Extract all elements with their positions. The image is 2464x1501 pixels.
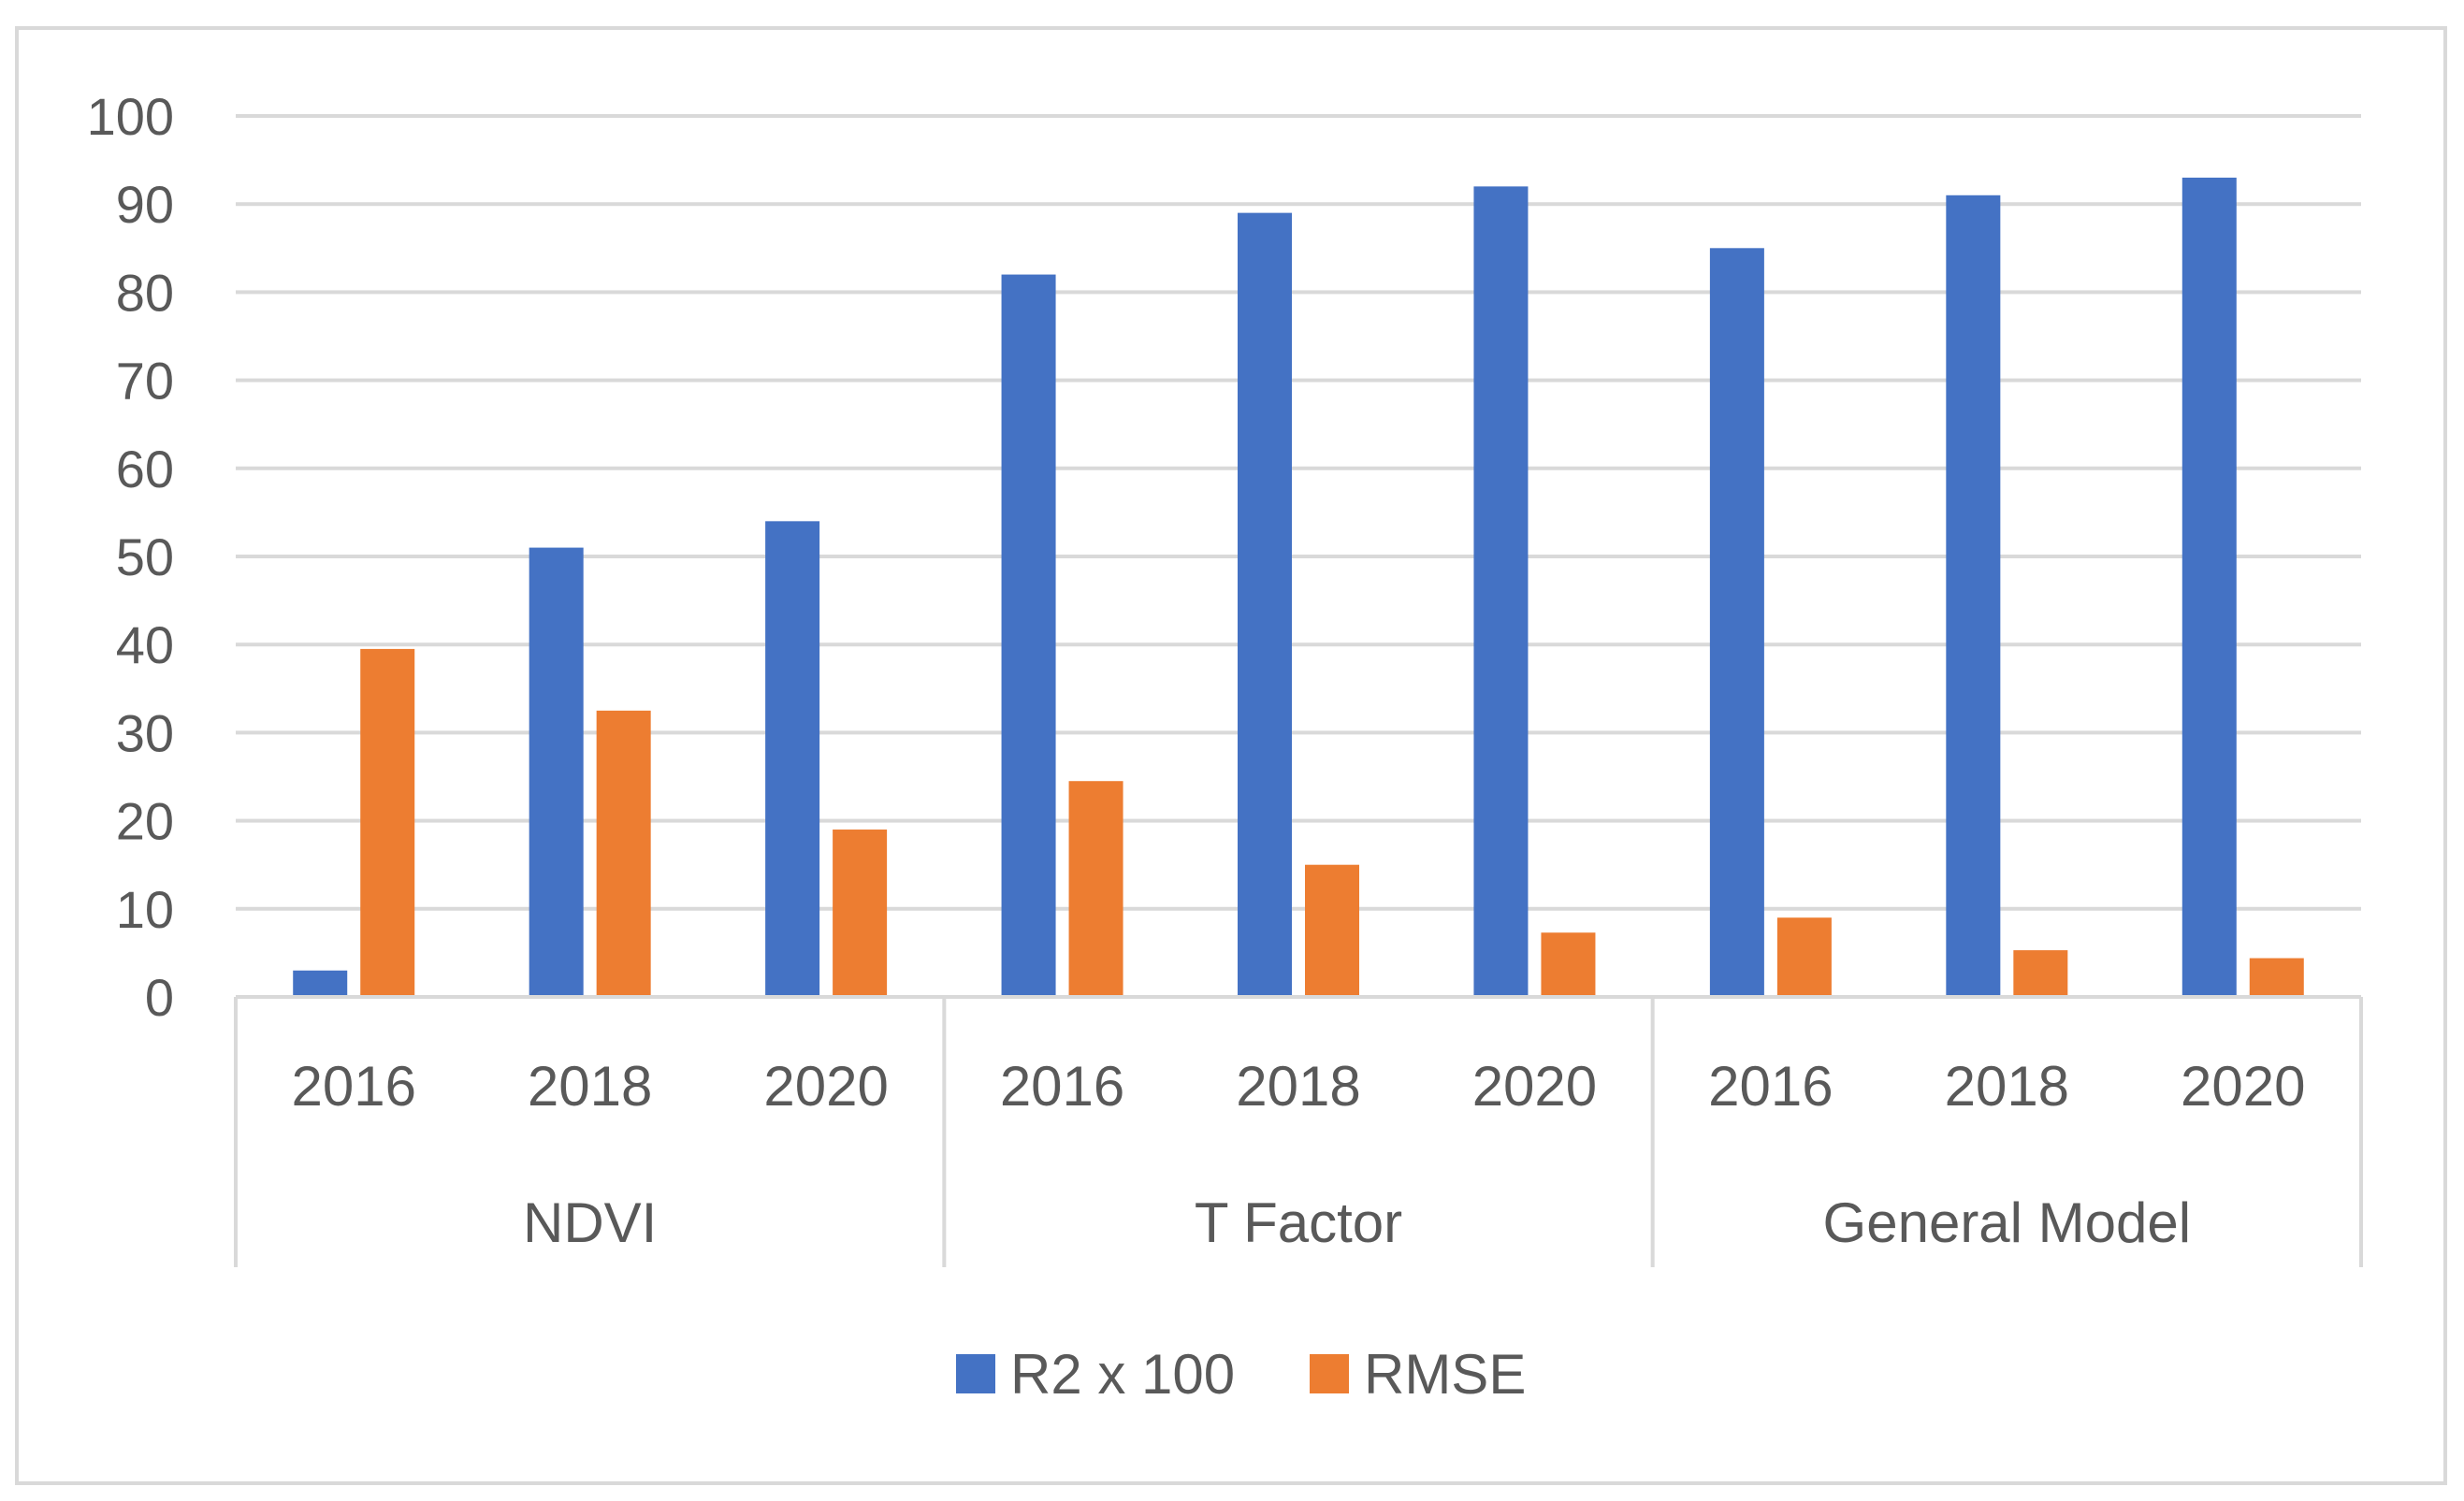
y-tick-label: 40 — [116, 615, 174, 674]
bar-r2-x-100 — [1946, 195, 2001, 997]
x-tick-label: 2016 — [1708, 1055, 1833, 1118]
y-tick-label: 30 — [116, 703, 174, 762]
bars — [293, 177, 2304, 998]
y-tick-label: 0 — [145, 968, 174, 1027]
bar-rmse — [360, 648, 415, 997]
y-tick-label: 20 — [116, 792, 174, 851]
x-group-label: General Model — [1823, 1191, 2192, 1254]
legend-label: R2 x 100 — [1010, 1343, 1235, 1406]
x-group-label: NDVI — [523, 1191, 657, 1254]
y-tick-label: 50 — [116, 527, 174, 586]
y-tick-label: 90 — [116, 175, 174, 234]
axes: 0 10 20 30 40 50 60 70 80 90 100 2016 2018 2020 NDVI 20… — [87, 87, 2363, 1267]
y-tick-label: 10 — [116, 880, 174, 939]
bar-r2-x-100 — [1709, 248, 1764, 997]
gridlines — [236, 114, 2361, 911]
y-tick-label: 70 — [116, 352, 174, 411]
legend-label: RMSE — [1364, 1343, 1526, 1406]
bar-rmse — [2249, 958, 2304, 997]
x-tick-label: 2018 — [528, 1055, 652, 1118]
legend-swatch — [956, 1354, 995, 1393]
bar-rmse — [596, 710, 651, 997]
bar-r2-x-100 — [1238, 212, 1292, 997]
bar-r2-x-100 — [293, 970, 348, 997]
bar-r2-x-100 — [1001, 274, 1056, 997]
y-tick-label: 100 — [87, 87, 174, 146]
legend: R2 x 100 RMSE — [956, 1343, 1526, 1406]
bar-rmse — [1541, 932, 1596, 997]
bar-r2-x-100 — [1473, 186, 1529, 998]
x-tick-label: 2016 — [1000, 1055, 1124, 1118]
bar-r2-x-100 — [529, 547, 584, 997]
bar-r2-x-100 — [2181, 177, 2237, 997]
bar-rmse — [833, 830, 888, 997]
x-tick-label: 2016 — [291, 1055, 415, 1118]
bar-rmse — [1305, 864, 1359, 997]
x-tick-label: 2018 — [1945, 1055, 2069, 1118]
y-tick-label: 80 — [116, 263, 174, 322]
x-tick-label: 2018 — [1236, 1055, 1360, 1118]
x-tick-label: 2020 — [763, 1055, 888, 1118]
bar-r2-x-100 — [765, 521, 820, 997]
bar-rmse — [1776, 917, 1832, 997]
bar-rmse — [2013, 950, 2068, 997]
bar-rmse — [1068, 781, 1123, 997]
x-tick-label: 2020 — [2181, 1055, 2305, 1118]
x-group-label: T Factor — [1195, 1191, 1402, 1254]
legend-swatch — [1310, 1354, 1349, 1393]
chart-frame — [15, 26, 2447, 1485]
x-tick-label: 2020 — [1472, 1055, 1597, 1118]
y-tick-label: 60 — [116, 440, 174, 498]
